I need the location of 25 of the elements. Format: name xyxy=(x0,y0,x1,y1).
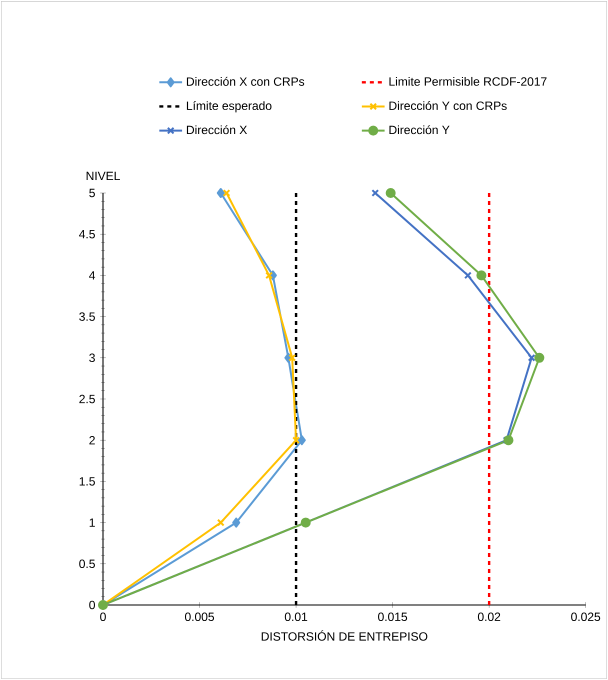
x-axis-title: DISTORSIÓN DE ENTREPISO xyxy=(262,630,428,641)
x-tick-label: 0 xyxy=(100,612,106,622)
y-tick-label: 2.5 xyxy=(79,394,95,404)
y-tick-label: 4.5 xyxy=(79,230,95,238)
legend-label: Limite Permisible RCDF-2017 xyxy=(389,76,547,86)
legend-label: Límite esperado xyxy=(186,101,272,112)
y-tick-label: 3 xyxy=(89,354,95,362)
legend-label: Dirección Y con CRPs xyxy=(389,101,507,110)
y-tick-label: 0.5 xyxy=(79,560,95,568)
y-axis-title: NIVEL xyxy=(86,172,120,180)
y-tick-label: 2 xyxy=(89,436,95,444)
x-tick-label: 0.015 xyxy=(378,612,408,622)
y-tick-label: 0 xyxy=(89,600,95,610)
legend-label: Dirección X con CRPs xyxy=(186,76,304,86)
y-tick-label: 3.5 xyxy=(79,312,95,321)
legend-label: Dirección X xyxy=(186,125,248,134)
x-tick-label: 0.005 xyxy=(184,612,214,622)
y-tick-label: 1.5 xyxy=(80,477,95,486)
x-tick-label: 0.025 xyxy=(571,612,600,622)
x-tick-label: 0.01 xyxy=(284,612,308,622)
y-tick-label: 4 xyxy=(89,271,96,280)
legend-label: Dirección Y xyxy=(389,125,450,134)
x-tick-label: 0.02 xyxy=(478,612,500,622)
y-tick-label: 5 xyxy=(89,188,95,198)
y-tick-label: 1 xyxy=(90,518,95,527)
